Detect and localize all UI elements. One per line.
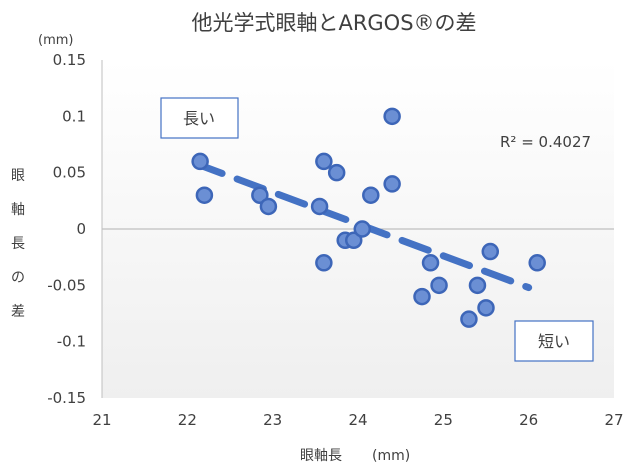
y-tick-label: 0.1 — [62, 107, 86, 125]
chart-title: 他光学式眼軸とARGOS®の差 — [191, 11, 476, 35]
data-point — [327, 163, 346, 182]
annotation-short-box — [514, 320, 594, 362]
data-points — [191, 107, 546, 328]
data-point — [310, 197, 329, 216]
data-point — [259, 197, 278, 216]
data-point — [315, 254, 333, 272]
data-point — [460, 310, 478, 328]
data-point — [430, 276, 448, 295]
y-tick-labels: 0.15 0.1 0.05 0 -0.05 -0.1 -0.15 — [47, 51, 86, 407]
x-tick-label: 27 — [604, 411, 623, 429]
annotation-long-box — [160, 97, 239, 139]
data-point — [481, 242, 500, 261]
data-point — [413, 287, 431, 306]
x-tick-label: 23 — [263, 411, 282, 429]
y-axis-label: 眼軸長の差 — [11, 168, 25, 320]
x-tick-labels: 21 22 23 24 25 26 27 — [92, 411, 623, 429]
x-tick-label: 21 — [92, 411, 111, 429]
r-squared-label: R² = 0.4027 — [500, 133, 591, 151]
x-tick-label: 25 — [434, 411, 453, 429]
y-tick-label: -0.1 — [57, 333, 86, 351]
x-tick-label: 26 — [519, 411, 538, 429]
annotation-short: 短い — [538, 332, 570, 351]
data-point — [468, 276, 487, 295]
x-tick-label: 24 — [348, 411, 367, 429]
data-point — [421, 254, 440, 272]
data-point — [383, 175, 401, 193]
y-unit: (mm) — [38, 33, 73, 48]
data-point — [383, 107, 401, 126]
y-tick-label: 0.15 — [53, 51, 86, 69]
y-tick-label: -0.05 — [47, 276, 86, 294]
x-tick-label: 22 — [178, 411, 197, 429]
data-point — [528, 254, 546, 272]
data-point — [344, 231, 363, 250]
data-point — [353, 220, 372, 238]
annotation-long: 長い — [183, 109, 215, 128]
y-tick-label: 0 — [76, 220, 86, 238]
data-point — [191, 152, 209, 171]
x-unit: (mm) — [372, 448, 410, 464]
data-point — [477, 299, 495, 317]
data-point — [195, 186, 214, 204]
svg-text:眼軸長の差: 眼軸長の差 — [11, 168, 25, 320]
data-point — [251, 186, 269, 204]
data-point — [362, 186, 380, 204]
y-tick-label: -0.15 — [47, 389, 86, 407]
x-axis-label: 眼軸長 — [300, 448, 342, 464]
y-tick-label: 0.05 — [53, 164, 86, 182]
data-point — [315, 152, 333, 171]
